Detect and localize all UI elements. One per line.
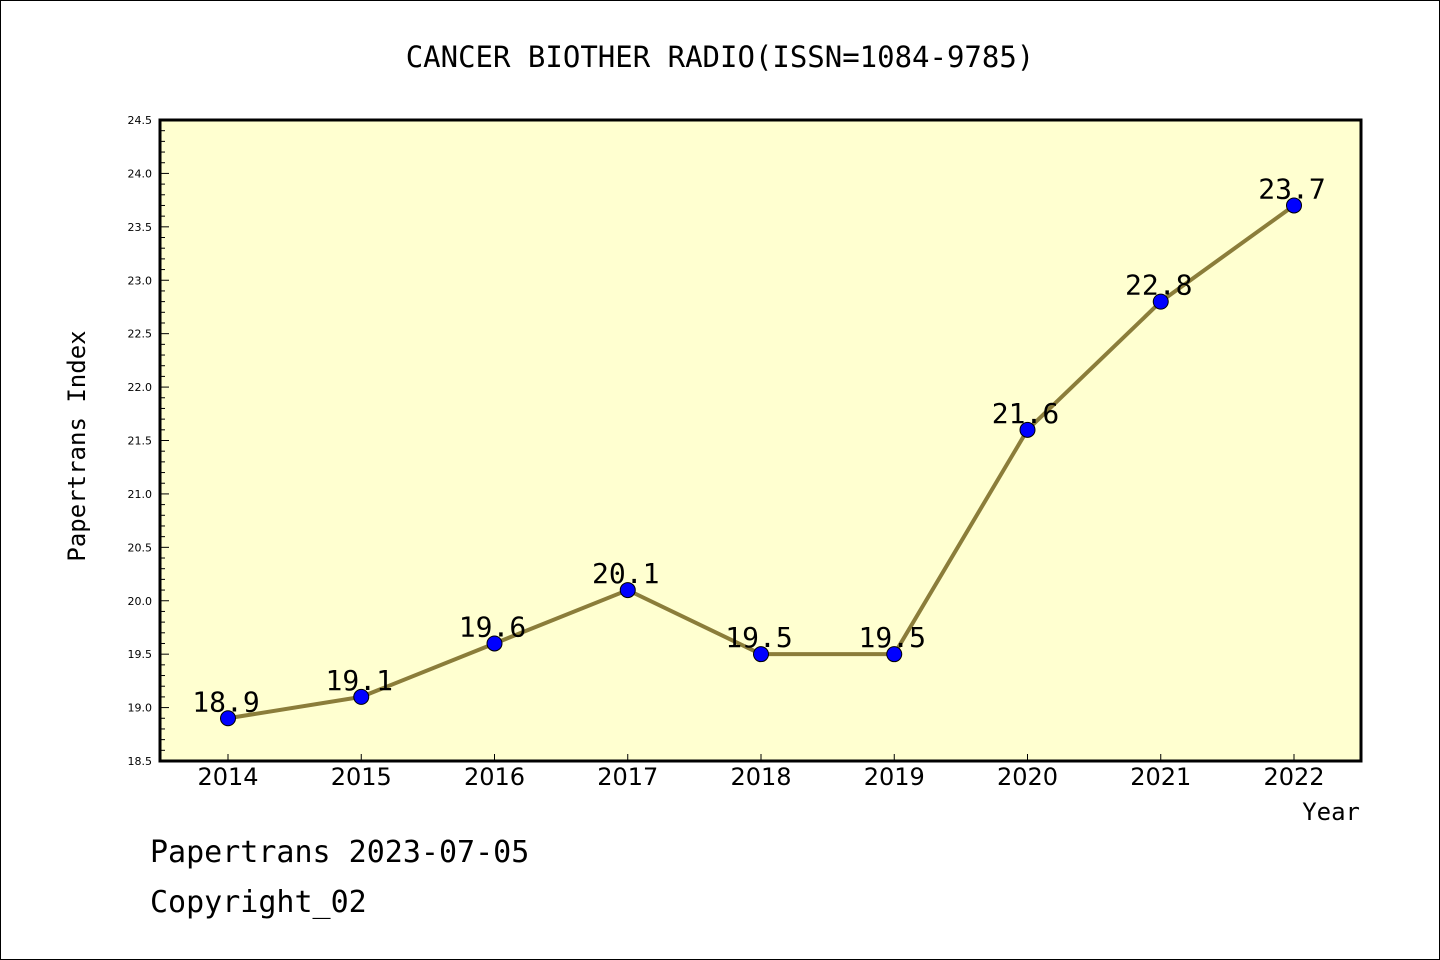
data-label: 22.8 bbox=[1125, 269, 1192, 302]
data-label: 19.1 bbox=[326, 664, 393, 697]
x-tick-label: 2017 bbox=[597, 763, 658, 791]
x-tick-label: 2014 bbox=[197, 763, 258, 791]
x-tick-label: 2015 bbox=[331, 763, 392, 791]
y-axis-label: Papertrans Index bbox=[63, 330, 91, 561]
x-tick-label: 2016 bbox=[464, 763, 525, 791]
y-tick-label: 18.5 bbox=[128, 755, 153, 768]
y-tick-label: 20.5 bbox=[128, 541, 153, 554]
y-tick-label: 21.5 bbox=[128, 435, 153, 448]
chart-title: CANCER BIOTHER RADIO(ISSN=1084-9785) bbox=[406, 40, 1035, 74]
y-tick-label: 20.0 bbox=[128, 595, 153, 608]
data-label: 20.1 bbox=[592, 557, 659, 590]
data-point bbox=[220, 710, 236, 727]
y-tick-label: 23.0 bbox=[128, 274, 153, 287]
data-point bbox=[1152, 293, 1169, 310]
y-tick-label: 22.5 bbox=[128, 328, 153, 341]
y-tick-label: 19.5 bbox=[128, 648, 153, 661]
data-point bbox=[753, 646, 769, 663]
footer-date: Papertrans 2023-07-05 bbox=[150, 835, 530, 870]
y-tick-label: 19.0 bbox=[128, 702, 153, 715]
y-axis: 18.5 19.0 19.5 20.0 20.5 21.0 21.5 22.0 22.5 23.0… bbox=[128, 114, 169, 768]
series-line bbox=[220, 197, 1302, 727]
data-label: 18.9 bbox=[192, 685, 259, 718]
data-point bbox=[353, 688, 370, 705]
data-label: 21.6 bbox=[992, 397, 1059, 430]
data-label: 19.5 bbox=[725, 621, 792, 654]
data-point bbox=[486, 635, 503, 652]
x-tick-label: 2020 bbox=[997, 763, 1058, 791]
y-tick-label: 23.5 bbox=[128, 221, 153, 234]
data-labels: 18.9 19.1 19.6 20.1 19.5 19.5 21.6 22.8 23.7 bbox=[192, 172, 1325, 718]
y-tick-label: 22.0 bbox=[128, 381, 153, 394]
x-tick-label: 2018 bbox=[730, 763, 791, 791]
x-axis: 2014 2015 2016 2017 2018 2019 2020 2021 2022 bbox=[197, 754, 1325, 791]
data-point bbox=[1019, 421, 1036, 438]
y-tick-label: 24.5 bbox=[128, 114, 153, 127]
data-label: 23.7 bbox=[1258, 172, 1325, 205]
x-tick-label: 2021 bbox=[1130, 763, 1191, 791]
x-axis-label: Year bbox=[1302, 798, 1360, 826]
data-point bbox=[1286, 197, 1302, 214]
y-tick-label: 24.0 bbox=[128, 167, 153, 180]
data-label: 19.6 bbox=[459, 610, 526, 643]
data-point bbox=[886, 646, 903, 663]
data-label: 19.5 bbox=[859, 621, 926, 654]
data-point bbox=[619, 582, 636, 599]
footer-copyright: Copyright_02 bbox=[150, 885, 367, 920]
x-tick-label: 2022 bbox=[1263, 763, 1324, 791]
x-tick-label: 2019 bbox=[864, 763, 925, 791]
y-tick-label: 21.0 bbox=[128, 488, 153, 501]
